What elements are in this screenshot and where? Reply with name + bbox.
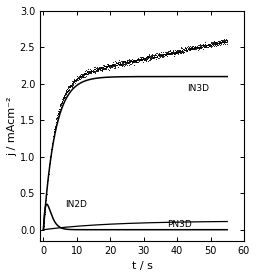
X-axis label: t / s: t / s: [132, 261, 152, 271]
Y-axis label: j / mAcm⁻²: j / mAcm⁻²: [7, 96, 17, 156]
Text: PN3D: PN3D: [167, 220, 192, 229]
Text: IN3D: IN3D: [187, 85, 209, 93]
Text: IN2D: IN2D: [65, 200, 87, 209]
